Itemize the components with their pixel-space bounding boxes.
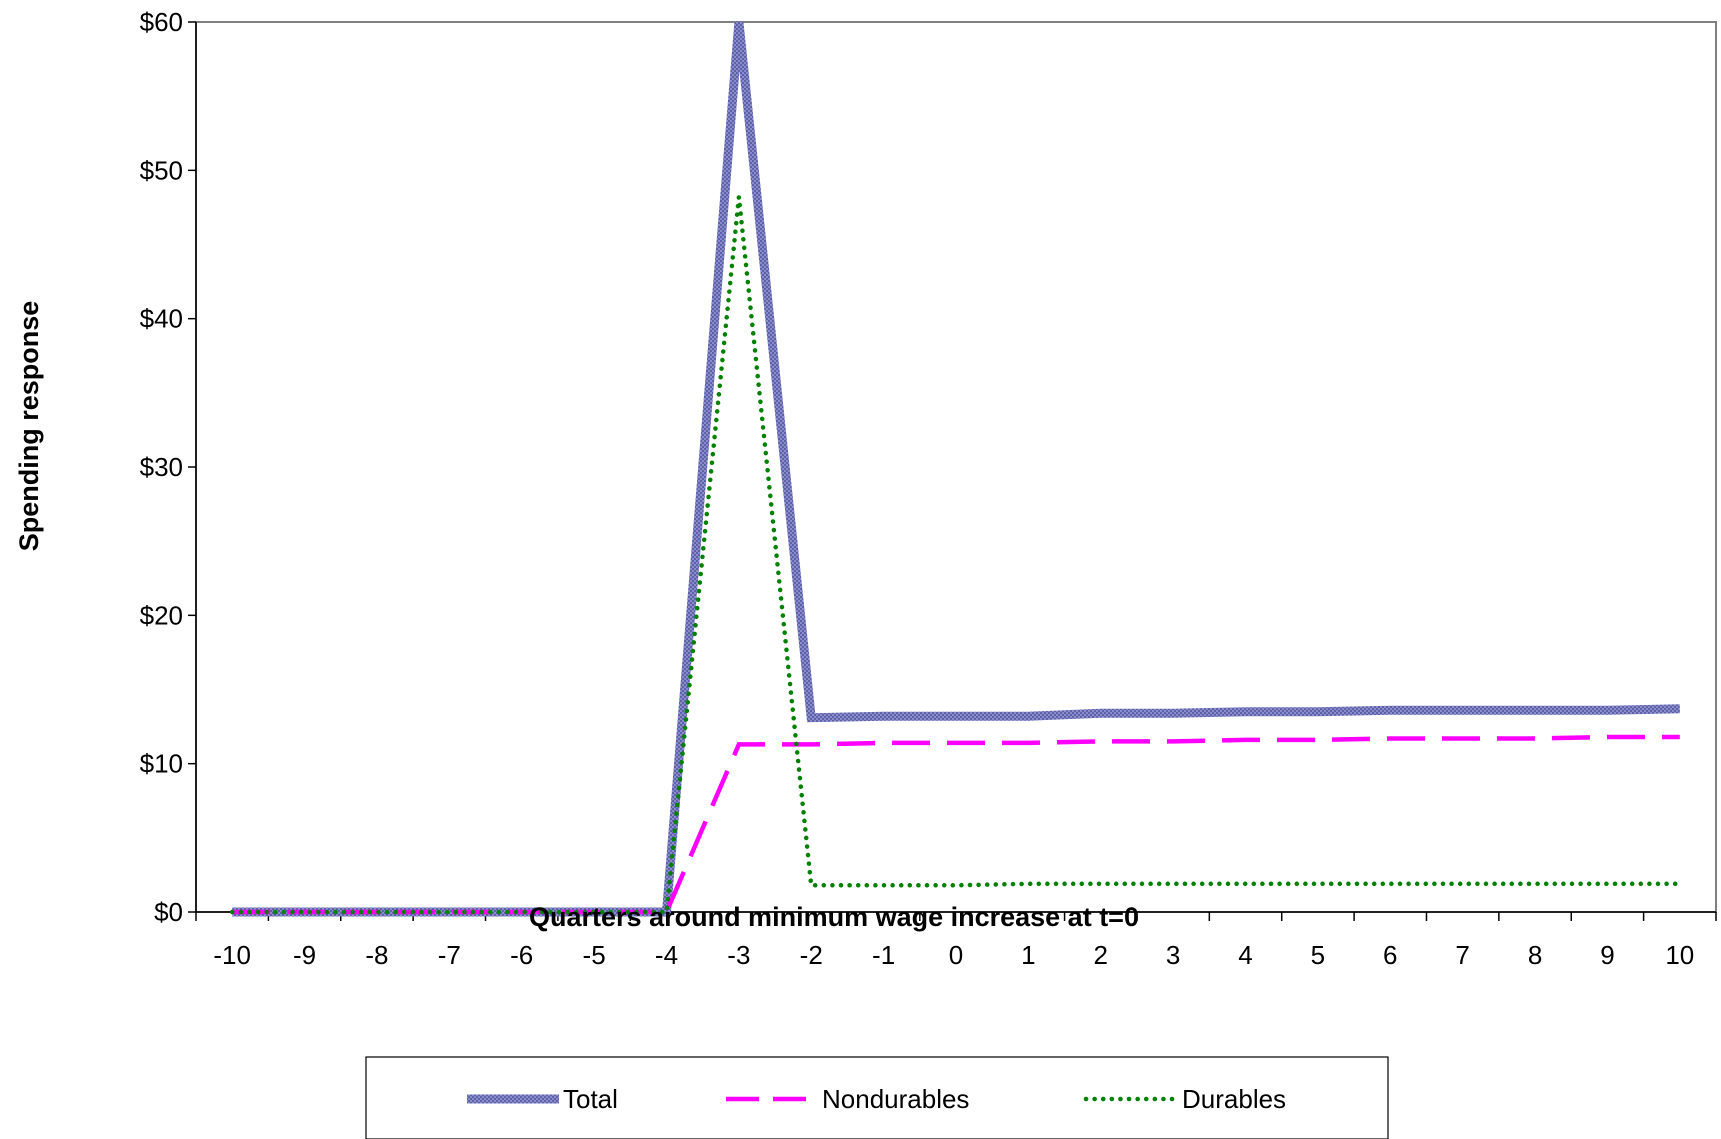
x-tick-label: 7 [1455, 940, 1469, 970]
x-tick-label: -8 [365, 940, 388, 970]
series-line-total [232, 21, 1680, 917]
x-tick-label: 3 [1166, 940, 1180, 970]
series-layer [229, 21, 1683, 917]
x-tick-label: -9 [293, 940, 316, 970]
x-axis: -10 -9 -8 -7 -6 -5 -4 -3 -2 -1 0 1 2 3 4 5 6 7 8 9 10 [195, 911, 1717, 970]
y-tick-label: $0 [154, 897, 183, 927]
x-tick-label: 0 [949, 940, 963, 970]
y-tick-label: $60 [140, 7, 183, 37]
legend-label-total: Total [563, 1084, 618, 1114]
y-tick-label: $20 [140, 600, 183, 630]
y-axis: $0 $10 $20 $30 $40 $50 $60 [140, 7, 197, 927]
x-tick-label: 2 [1094, 940, 1108, 970]
x-tick-label: 6 [1383, 940, 1397, 970]
x-tick-label: -6 [510, 940, 533, 970]
plot-area [195, 21, 1717, 913]
y-tick-label: $30 [140, 452, 183, 482]
x-tick-label: 8 [1528, 940, 1542, 970]
x-tick-label: 9 [1600, 940, 1614, 970]
x-tick-label: -5 [583, 940, 606, 970]
y-axis-title: Spending response [14, 301, 44, 552]
legend-label-durables: Durables [1182, 1084, 1286, 1114]
series-line-nondurables [232, 734, 1680, 915]
x-tick-label: -7 [438, 940, 461, 970]
x-tick-label: -4 [655, 940, 678, 970]
x-tick-label: -10 [213, 940, 251, 970]
x-tick-label: -1 [872, 940, 895, 970]
legend: Total Nondurables Durables [365, 1056, 1389, 1139]
plot-border [195, 21, 1717, 913]
x-tick-label: 10 [1665, 940, 1694, 970]
y-tick-label: $50 [140, 155, 183, 185]
x-axis-title: Quarters around minimum wage increase at… [529, 902, 1139, 932]
legend-label-nondurables: Nondurables [822, 1084, 969, 1114]
series-line-durables [229, 196, 1683, 915]
x-tick-label: -2 [800, 940, 823, 970]
x-tick-label: -3 [727, 940, 750, 970]
y-tick-label: $40 [140, 304, 183, 334]
x-tick-label: 1 [1021, 940, 1035, 970]
y-tick-label: $10 [140, 749, 183, 779]
x-tick-label: 4 [1238, 940, 1252, 970]
x-tick-label: 5 [1311, 940, 1325, 970]
